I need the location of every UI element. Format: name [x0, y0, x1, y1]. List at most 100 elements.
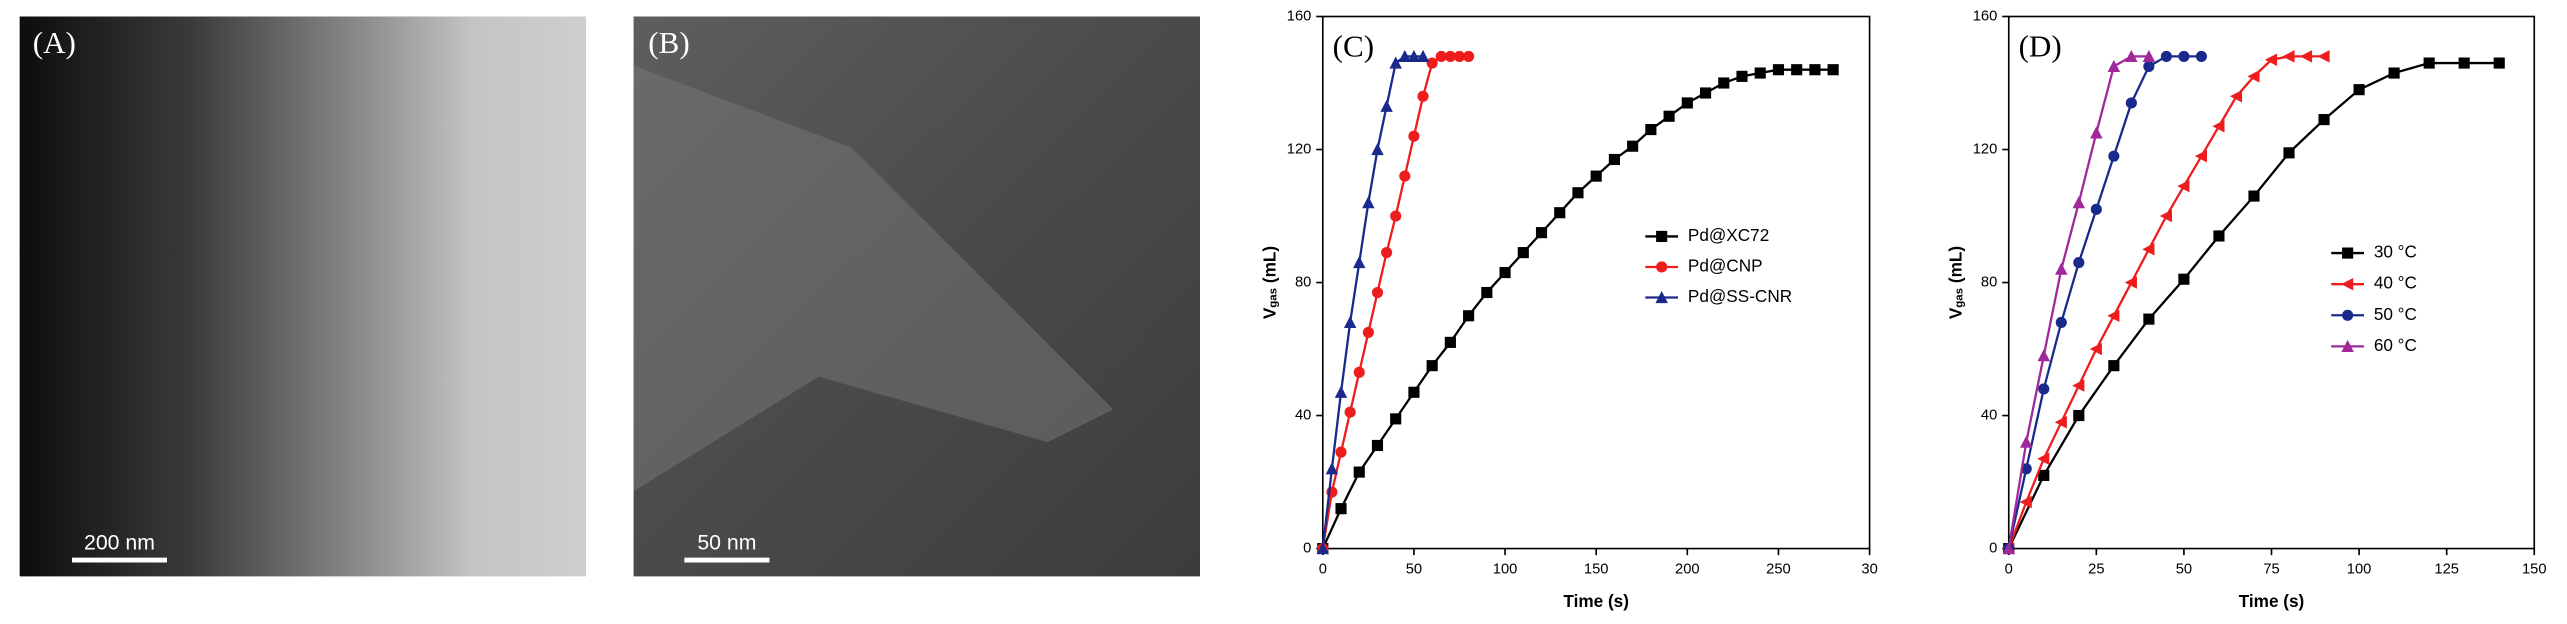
x-tick-label: 0 — [2005, 562, 2013, 578]
marker — [2020, 435, 2033, 448]
x-tick-label: 250 — [1766, 562, 1791, 578]
legend-label: 40 °C — [2374, 273, 2417, 293]
tem-image — [19, 16, 587, 577]
marker — [1809, 64, 1821, 76]
x-tick-label: 0 — [1319, 562, 1327, 578]
marker — [1362, 196, 1375, 209]
marker — [1754, 67, 1766, 79]
marker — [2037, 349, 2050, 362]
marker — [2054, 415, 2067, 429]
marker — [2125, 97, 2137, 109]
marker — [2317, 50, 2330, 63]
legend-marker — [1656, 230, 1668, 242]
y-tick-label: 40 — [1981, 407, 1997, 423]
marker — [2124, 276, 2137, 289]
y-axis-title: Vgas (mL) — [1945, 246, 1966, 319]
marker — [1335, 446, 1347, 458]
marker — [1353, 466, 1365, 478]
marker — [2055, 316, 2067, 329]
marker — [1645, 123, 1657, 136]
marker — [2089, 342, 2102, 356]
series-line — [2007, 61, 2500, 550]
x-tick-label: 50 — [1406, 562, 1422, 578]
marker — [2248, 190, 2260, 202]
marker — [1371, 439, 1384, 452]
marker — [2195, 50, 2207, 62]
marker — [1681, 97, 1693, 109]
scale-bar-label: 200 nm — [84, 530, 155, 554]
y-tick-label: 160 — [1287, 8, 1312, 24]
x-tick-label: 100 — [1493, 562, 1518, 578]
marker — [2072, 379, 2085, 392]
marker — [1535, 227, 1548, 239]
panel-b: (B) 50 nm — [633, 16, 1201, 577]
legend-label: Pd@XC72 — [1688, 225, 1769, 245]
marker — [1718, 77, 1730, 89]
legend-marker — [2341, 277, 2354, 291]
marker — [1344, 406, 1356, 418]
marker — [2160, 50, 2172, 62]
marker — [1381, 247, 1393, 259]
series-line — [1321, 55, 1424, 549]
marker — [1444, 50, 1456, 62]
marker — [2108, 150, 2120, 162]
marker — [1316, 542, 1330, 555]
series-line — [2007, 55, 2325, 549]
marker — [2264, 53, 2278, 66]
chart: 0 25 50 75 100 125 150 0 40 80 120 160 Time (s) Vgas (… — [1945, 8, 2547, 611]
marker — [2247, 70, 2260, 83]
marker — [1380, 99, 1393, 112]
marker — [1362, 326, 1374, 338]
x-tick-label: 50 — [2176, 562, 2192, 578]
marker — [2283, 147, 2295, 159]
y-axis-title: Vgas (mL) — [1259, 246, 1280, 319]
marker — [1390, 413, 1402, 425]
series-line — [1321, 68, 1834, 550]
marker — [1416, 49, 1430, 62]
marker — [1343, 315, 1357, 329]
marker — [2178, 273, 2190, 285]
marker — [2299, 50, 2313, 63]
marker — [1517, 247, 1529, 259]
y-axis-title-main: V — [1945, 307, 1965, 319]
marker — [1827, 64, 1839, 76]
marker — [2212, 120, 2225, 133]
y-tick-label: 120 — [1973, 141, 1998, 157]
legend-marker — [1656, 261, 1668, 273]
x-tick-label: 200 — [1675, 562, 1700, 578]
y-tick-label: 0 — [1989, 540, 1997, 556]
marker — [2107, 309, 2120, 323]
x-axis-title: Time (s) — [1563, 591, 1629, 611]
x-tick-label: 150 — [2522, 562, 2547, 578]
marker — [1736, 70, 1748, 82]
y-axis-title-sub: gas — [1954, 288, 1966, 308]
marker — [1453, 50, 1466, 62]
marker — [2037, 452, 2050, 465]
marker — [1627, 140, 1639, 152]
marker — [1699, 87, 1712, 99]
y-axis-title-unit: (mL) — [1945, 246, 1965, 283]
x-tick-label: 30 — [1861, 562, 1877, 578]
marker — [2423, 57, 2435, 69]
marker — [1417, 90, 1429, 102]
marker — [2073, 409, 2085, 422]
panel-label: (B) — [648, 25, 689, 60]
marker — [1408, 386, 1420, 398]
nanorod-region — [633, 65, 1114, 492]
marker — [1426, 57, 1438, 69]
marker — [1371, 142, 1384, 156]
legend-marker — [2341, 339, 2354, 352]
y-axis-title-unit: (mL) — [1259, 246, 1279, 283]
marker — [1426, 360, 1438, 372]
marker — [2318, 114, 2330, 126]
marker — [2194, 149, 2207, 163]
marker — [1463, 310, 1475, 322]
x-tick-label: 125 — [2434, 562, 2459, 578]
marker — [2019, 495, 2032, 509]
marker — [1572, 187, 1584, 199]
legend-label: Pd@SS-CNR — [1688, 286, 1792, 306]
marker — [1407, 49, 1421, 62]
marker — [1663, 110, 1675, 122]
